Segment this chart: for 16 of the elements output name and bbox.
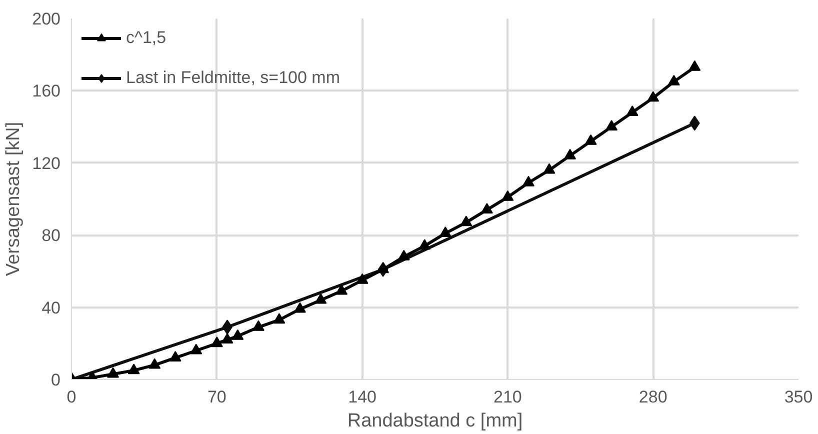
legend-label: Last in Feldmitte, s=100 mm — [126, 68, 340, 88]
y-tick-label: 40 — [42, 298, 61, 318]
y-tick-label: 120 — [32, 154, 61, 173]
x-axis-title: Randabstand c [mm] — [347, 410, 523, 432]
y-tick-label: 80 — [42, 226, 61, 246]
y-tick-label: 200 — [32, 10, 61, 28]
legend-label: c^1,5 — [126, 28, 166, 48]
x-tick-label: 280 — [638, 388, 668, 406]
y-tick-label: 0 — [51, 370, 61, 390]
x-tick-label: 210 — [494, 388, 522, 406]
x-tick-label: 0 — [66, 388, 76, 406]
y-axis-title: Versagensast [kN] — [3, 122, 24, 276]
y-tick-label: 160 — [32, 82, 61, 101]
x-tick-label: 140 — [348, 388, 376, 406]
x-tick-label: 70 — [207, 388, 226, 406]
x-tick-label: 350 — [784, 388, 813, 406]
